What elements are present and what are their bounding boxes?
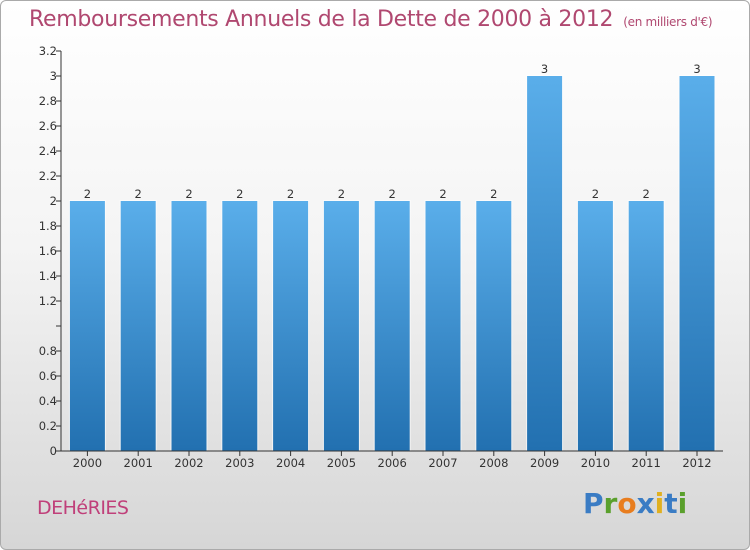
y-tick-label: 2.6 — [39, 119, 57, 133]
bar-value-label: 3 — [541, 62, 548, 76]
y-tick-label: 0.4 — [39, 394, 57, 408]
bar-value-label: 2 — [185, 187, 192, 201]
y-tick-label: 0.6 — [39, 369, 57, 383]
bar-2010 — [577, 201, 613, 451]
town-name: DEHéRIES — [37, 497, 129, 519]
bar-2007 — [425, 201, 461, 451]
y-tick-label: 2.2 — [39, 169, 57, 183]
logo-letter: P — [583, 487, 604, 520]
y-tick-label: 3 — [50, 69, 57, 83]
bar-2001 — [120, 201, 156, 451]
y-tick-label: 1.2 — [39, 294, 57, 308]
logo-letter: o — [617, 487, 637, 520]
x-tick-label: 2009 — [530, 456, 559, 470]
bar-value-label: 2 — [439, 187, 446, 201]
bar-2000 — [69, 201, 105, 451]
x-tick-label: 2010 — [581, 456, 610, 470]
logo-letter: t — [664, 487, 678, 520]
bar-2011 — [628, 201, 664, 451]
y-tick-label: 2.8 — [39, 94, 57, 108]
bar-value-label: 2 — [490, 187, 497, 201]
y-tick-label: 2 — [50, 194, 57, 208]
bar-value-label: 2 — [643, 187, 650, 201]
x-tick-label: 2000 — [73, 456, 102, 470]
bar-value-label: 2 — [389, 187, 396, 201]
logo-letter: i — [677, 487, 688, 520]
bar-value-label: 2 — [135, 187, 142, 201]
bar-2009 — [527, 76, 563, 451]
x-tick-label: 2008 — [479, 456, 508, 470]
chart-title-text: Remboursements Annuels de la Dette de 20… — [29, 7, 614, 32]
bar-2012 — [679, 76, 715, 451]
proxiti-logo: Proxiti — [583, 487, 687, 520]
y-tick-label: 2.4 — [39, 144, 57, 158]
y-tick-label: 0 — [50, 444, 57, 458]
x-tick-label: 2002 — [174, 456, 203, 470]
y-tick-label: 0.8 — [39, 344, 57, 358]
bar-value-label: 2 — [236, 187, 243, 201]
chart-title-unit: (en milliers d'€) — [623, 15, 713, 29]
x-tick-label: 2011 — [632, 456, 661, 470]
bars-group: 2 2 2 2 2 2 2 2 2 3 2 2 3 — [68, 62, 716, 451]
bar-value-label: 2 — [287, 187, 294, 201]
bar-2003 — [222, 201, 258, 451]
bar-value-label: 2 — [338, 187, 345, 201]
x-tick-label: 2001 — [124, 456, 153, 470]
x-tick-label: 2005 — [327, 456, 356, 470]
logo-letter: r — [603, 487, 618, 520]
chart-title: Remboursements Annuels de la Dette de 20… — [29, 7, 713, 32]
y-tick-label: 0.2 — [39, 419, 57, 433]
bar-2004 — [273, 201, 309, 451]
y-tick-label: 3.2 — [39, 44, 57, 58]
bar-2002 — [171, 201, 207, 451]
logo-letter: x — [636, 487, 655, 520]
bar-2005 — [323, 201, 359, 451]
x-tick-label: 2012 — [682, 456, 711, 470]
logo-letter: i — [654, 487, 665, 520]
x-tick-label: 2004 — [276, 456, 305, 470]
bar-value-label: 2 — [84, 187, 91, 201]
x-tick-label: 2007 — [428, 456, 457, 470]
x-tick-label: 2003 — [225, 456, 254, 470]
x-tick-label: 2006 — [378, 456, 407, 470]
bar-value-label: 2 — [592, 187, 599, 201]
y-tick-label: 1.4 — [39, 269, 57, 283]
bar-2006 — [374, 201, 410, 451]
bar-value-label: 3 — [693, 62, 700, 76]
bar-2008 — [476, 201, 512, 451]
y-tick-label: 1.6 — [39, 244, 57, 258]
y-tick-label: 1.8 — [39, 219, 57, 233]
axes-group: 2000 2001 2002 2003 2004 2005 2006 2007 2008 2009… — [39, 44, 723, 470]
